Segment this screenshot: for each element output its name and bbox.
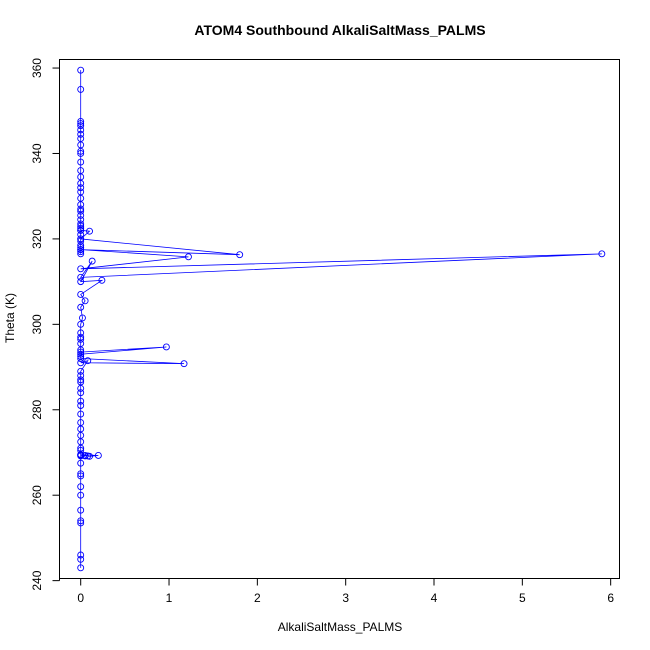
data-point [77, 483, 85, 491]
data-point [77, 158, 85, 166]
y-tick-label: 300 [30, 314, 44, 334]
x-tick-label: 6 [607, 591, 614, 605]
data-point [77, 402, 85, 409]
data-point [77, 350, 85, 358]
data-point [598, 250, 606, 258]
data-point [77, 410, 85, 418]
data-point [77, 85, 85, 93]
data-point [77, 506, 85, 514]
data-point [77, 250, 85, 258]
data-point [77, 320, 85, 328]
x-tick-label: 3 [342, 591, 349, 605]
data-point [77, 179, 85, 187]
plot-frame [59, 59, 620, 579]
x-tick-label: 1 [166, 591, 173, 605]
data-point [79, 314, 86, 322]
data-point [77, 519, 85, 527]
data-point [77, 147, 85, 155]
data-point [77, 211, 85, 219]
y-axis: 240 260 280 300 320 340 360 [30, 58, 60, 591]
data-point [77, 226, 85, 234]
data-point [77, 376, 85, 384]
y-tick-label: 340 [30, 143, 44, 163]
y-tick-label: 260 [30, 485, 44, 505]
x-tick-label: 0 [77, 591, 84, 605]
data-point [84, 452, 92, 460]
data-point [180, 360, 188, 368]
data-point [77, 470, 85, 478]
data-point [77, 303, 85, 311]
data-points [77, 66, 606, 572]
data-point [77, 265, 85, 273]
x-tick-label: 2 [254, 591, 261, 605]
data-point [77, 459, 85, 467]
data-point [77, 397, 85, 405]
data-point [77, 207, 85, 215]
data-point [236, 251, 244, 259]
x-tick-label: 5 [519, 591, 526, 605]
data-point [77, 117, 85, 125]
data-point [77, 472, 85, 480]
data-point [81, 297, 89, 305]
data-point [77, 564, 85, 572]
data-point [77, 150, 85, 157]
data-point [77, 184, 85, 192]
data-point [77, 222, 85, 230]
data-point [77, 491, 85, 499]
data-point [77, 235, 85, 243]
y-tick-label: 320 [30, 229, 44, 249]
chart-title: ATOM4 Southbound AlkaliSaltMass_PALMS [194, 22, 485, 38]
data-point [77, 130, 85, 138]
data-point [84, 357, 92, 365]
data-point [77, 389, 85, 397]
x-axis-label: AlkaliSaltMass_PALMS [278, 620, 403, 634]
data-point [88, 257, 96, 265]
data-point [77, 126, 85, 134]
y-tick-label: 240 [30, 570, 44, 590]
data-point [77, 555, 85, 563]
data-point [77, 367, 85, 375]
data-point [77, 359, 85, 367]
data-point [77, 355, 85, 362]
data-point [162, 343, 170, 351]
data-point [77, 551, 85, 559]
data-point [77, 278, 85, 286]
x-axis: 0 1 2 3 4 5 6 [77, 578, 614, 605]
data-point [81, 452, 89, 459]
data-point [98, 276, 106, 284]
data-point [77, 273, 85, 281]
data-point [77, 248, 85, 256]
data-point [77, 384, 85, 392]
x-tick-label: 4 [431, 591, 438, 605]
data-point [77, 290, 85, 298]
data-point [77, 335, 85, 343]
data-point [185, 253, 192, 261]
y-tick-label: 280 [30, 399, 44, 419]
data-point [77, 517, 85, 525]
data-point [77, 246, 85, 254]
data-point [77, 451, 85, 459]
data-point [77, 66, 85, 74]
data-point [94, 452, 102, 459]
series-line [79, 70, 602, 568]
y-axis-label: Theta (K) [3, 293, 17, 343]
data-point [77, 122, 85, 130]
data-point [86, 227, 93, 235]
y-tick-label: 360 [30, 58, 44, 78]
